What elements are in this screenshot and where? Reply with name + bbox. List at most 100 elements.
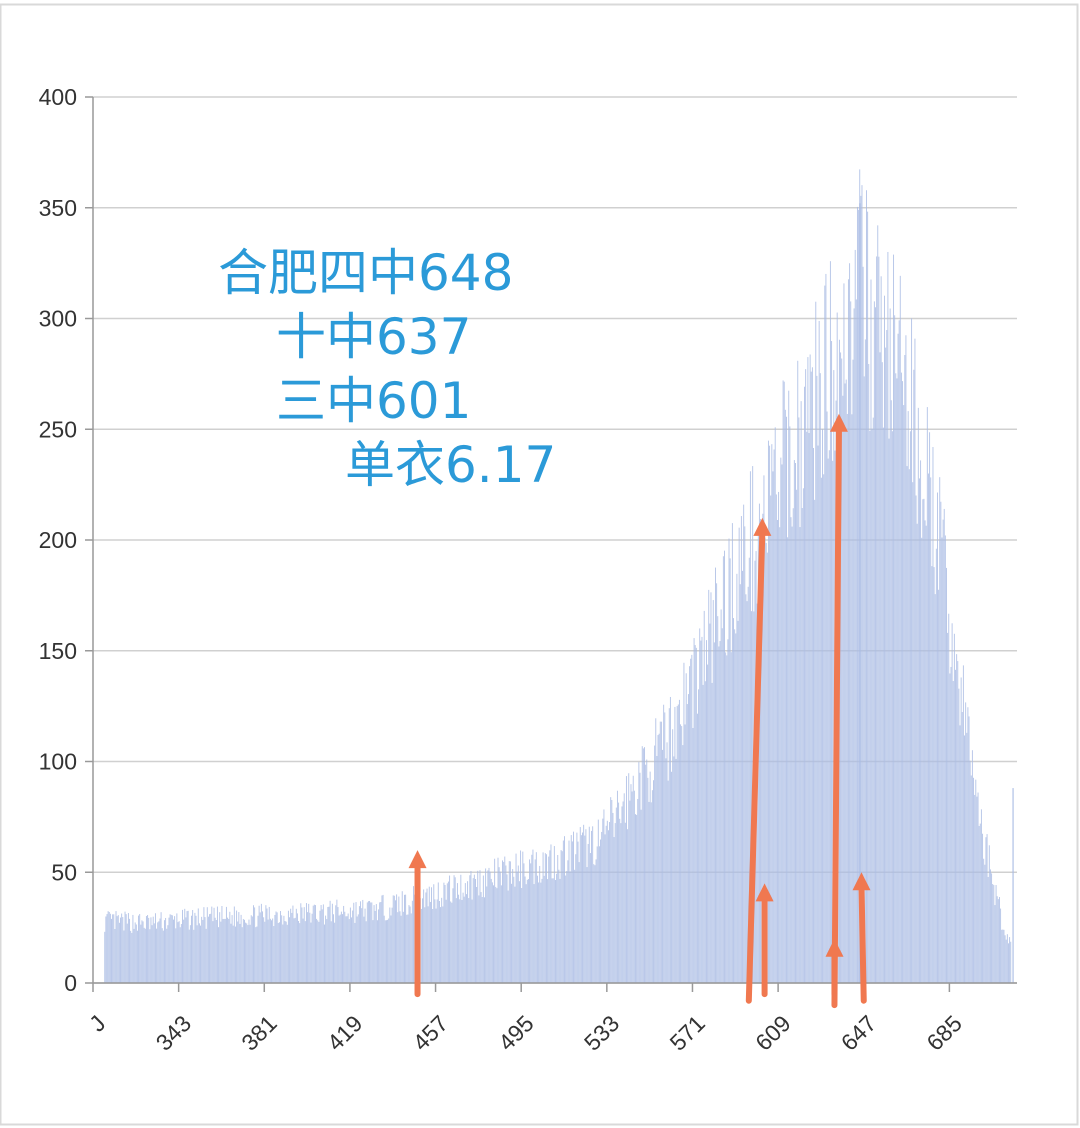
histogram-bar — [467, 881, 469, 983]
y-tick-label: 50 — [51, 859, 77, 885]
histogram-bar — [935, 548, 937, 983]
histogram-bar — [211, 906, 213, 983]
histogram-bar — [932, 447, 934, 984]
histogram-bar — [577, 841, 579, 983]
histogram-bar — [436, 899, 438, 983]
histogram-bar — [651, 790, 653, 983]
histogram-bar — [362, 899, 364, 983]
histogram-bar — [720, 609, 722, 983]
histogram-bar — [374, 910, 376, 983]
histogram-bar — [938, 589, 940, 983]
histogram-bar — [593, 864, 595, 983]
histogram-bar — [524, 876, 526, 983]
histogram-bar — [473, 874, 475, 983]
histogram-bar — [170, 914, 172, 983]
histogram-bar — [131, 932, 133, 983]
histogram-bar — [636, 814, 638, 983]
histogram-bar — [336, 899, 338, 983]
histogram-bar — [675, 758, 677, 983]
histogram-bar — [825, 273, 827, 983]
histogram-bar — [804, 386, 805, 983]
histogram-bar — [281, 915, 283, 983]
histogram-bar — [726, 655, 728, 983]
histogram-bar — [1003, 929, 1005, 983]
histogram-bar — [115, 911, 117, 983]
arrow-head — [852, 872, 871, 891]
histogram-bar — [126, 923, 128, 983]
histogram-bar — [631, 791, 633, 983]
histogram-bar — [204, 917, 206, 983]
histogram-bar — [778, 491, 780, 983]
histogram-bar — [491, 882, 493, 983]
histogram-bar — [873, 301, 875, 984]
histogram-bar — [253, 905, 254, 983]
x-tick-label: 571 — [664, 1010, 710, 1056]
histogram-bar — [897, 333, 899, 983]
histogram-bar — [1007, 943, 1009, 983]
histogram-bar — [104, 931, 106, 983]
histogram-bar — [480, 892, 482, 983]
histogram-bar — [1010, 941, 1012, 983]
histogram-bar — [582, 832, 584, 983]
histogram-bar — [183, 919, 185, 983]
histogram-bar — [813, 447, 815, 984]
x-tick-label: 419 — [322, 1010, 368, 1056]
histogram-bar — [751, 611, 753, 983]
histogram-bar — [573, 831, 574, 983]
histogram-bar — [600, 839, 602, 983]
histogram-bar — [667, 780, 669, 983]
histogram-bar — [348, 919, 350, 983]
histogram-bar — [986, 834, 988, 983]
histogram-bar — [441, 897, 443, 983]
histogram-bar — [801, 508, 803, 983]
histogram-bar — [148, 917, 150, 983]
histogram-bar — [433, 884, 435, 983]
histogram-bar — [113, 914, 115, 983]
histogram-bar — [437, 882, 439, 983]
histogram-bar — [833, 370, 835, 983]
histogram-bar — [727, 639, 729, 983]
histogram-bar — [841, 358, 843, 984]
histogram-bar — [372, 920, 374, 983]
histogram-bar — [765, 542, 767, 983]
histogram-bar — [745, 594, 747, 983]
histogram-bar — [462, 892, 464, 983]
histogram-bar — [728, 538, 730, 983]
histogram-bar — [677, 704, 679, 983]
histogram-bar — [494, 858, 496, 983]
histogram-bar — [429, 901, 431, 983]
histogram-bar — [458, 894, 460, 983]
histogram-bar — [944, 535, 946, 983]
histogram-bar — [690, 658, 692, 983]
histogram-bar — [207, 916, 209, 983]
histogram-bar — [900, 372, 902, 984]
histogram-bar — [383, 915, 385, 983]
histogram-bar — [799, 527, 801, 983]
histogram-bar — [671, 771, 673, 983]
histogram-bar — [585, 829, 587, 983]
x-tick-label: 533 — [579, 1010, 625, 1056]
histogram-bar — [630, 784, 632, 983]
histogram-bar — [961, 712, 963, 983]
histogram-bar — [797, 360, 799, 983]
histogram-bar — [548, 856, 550, 983]
histogram-bar — [275, 911, 277, 983]
histogram-bar — [719, 641, 721, 983]
histogram-bar — [455, 898, 457, 983]
histogram-bar — [831, 341, 833, 983]
histogram-bar — [428, 886, 430, 983]
histogram-bar — [820, 477, 822, 983]
histogram-bar — [568, 840, 570, 983]
histogram-bar — [553, 846, 555, 983]
histogram-bar — [583, 824, 585, 983]
histogram-bar — [334, 922, 336, 983]
histogram-bar — [259, 912, 261, 983]
histogram-bar — [411, 900, 413, 983]
histogram-bar — [468, 898, 470, 983]
histogram-bar — [789, 426, 791, 983]
histogram-bar — [229, 911, 231, 983]
histogram-bar — [811, 367, 813, 983]
histogram-bar — [950, 666, 952, 983]
histogram-bar — [410, 913, 412, 983]
histogram-bar — [167, 925, 169, 983]
